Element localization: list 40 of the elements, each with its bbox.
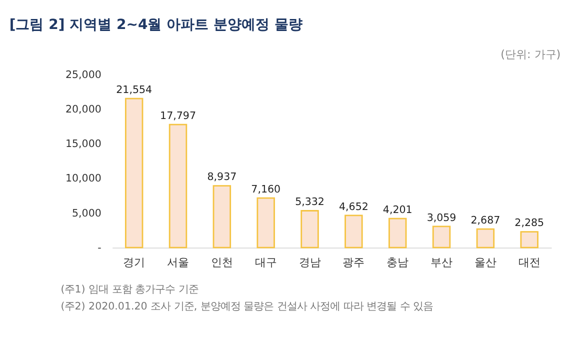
- bar: [344, 214, 363, 248]
- data-label: 2,285: [514, 217, 544, 230]
- bar: [124, 98, 144, 248]
- bar: [476, 228, 495, 248]
- bar: [168, 124, 188, 248]
- x-tick-label: 충남: [386, 256, 409, 269]
- chart-subtitle: (단위: 가구): [500, 48, 561, 61]
- y-tick-label: 5,000: [72, 207, 102, 220]
- y-tick-label: 10,000: [65, 172, 102, 185]
- x-tick-label: 대전: [518, 256, 540, 269]
- data-label: 4,201: [382, 204, 412, 216]
- data-label: 7,160: [251, 183, 281, 196]
- x-tick-label: 부산: [430, 256, 453, 269]
- y-tick-label: -: [98, 242, 102, 254]
- x-tick-label: 경기: [123, 256, 146, 269]
- data-label: 17,797: [160, 110, 196, 122]
- data-label: 21,554: [116, 84, 152, 96]
- chart-title: [그림 2] 지역별 2~4월 아파트 분양예정 물량: [9, 16, 302, 33]
- y-tick-label: 25,000: [65, 69, 102, 82]
- x-tick-label: 인천: [210, 256, 233, 269]
- x-tick-label: 울산: [474, 256, 496, 269]
- bar: [432, 226, 451, 248]
- x-tick-label: 서울: [167, 256, 190, 269]
- data-label: 4,652: [338, 200, 368, 213]
- y-tick-label: 20,000: [65, 104, 102, 116]
- text: (주1) 임대 포함 총가구수 기준: [60, 283, 198, 296]
- bar: [388, 218, 407, 248]
- data-label: 3,059: [426, 212, 456, 224]
- data-label: 5,332: [295, 196, 324, 208]
- text: (주2) 2020.01.20 조사 기준, 분양예정 물량은 건설사 사정에 따라 변경될 수 있음: [60, 300, 434, 312]
- bar: [300, 210, 319, 248]
- data-label: 8,937: [207, 171, 237, 184]
- data-label: 2,687: [470, 214, 500, 226]
- bar: [256, 197, 275, 248]
- x-tick-label: 광주: [342, 256, 365, 269]
- bar: [520, 231, 538, 248]
- y-tick-label: 15,000: [65, 138, 102, 150]
- x-tick-label: 대구: [254, 256, 277, 269]
- x-tick-label: 경남: [298, 256, 321, 269]
- bar: [212, 185, 232, 248]
